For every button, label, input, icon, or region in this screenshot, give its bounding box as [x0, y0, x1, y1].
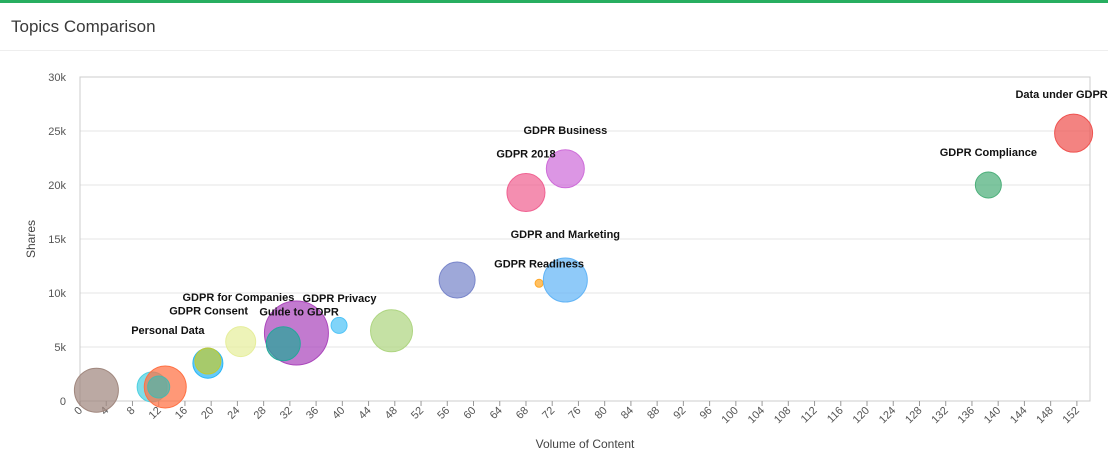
x-tick-label: 48: [383, 405, 400, 422]
x-tick-label: 120: [851, 405, 872, 426]
x-tick-label: 28: [252, 405, 269, 422]
y-axis-title: Shares: [24, 220, 38, 258]
bubbles: [73, 113, 1094, 413]
x-axis-title: Volume of Content: [536, 437, 635, 451]
x-tick-label: 76: [566, 405, 583, 422]
x-tick-label: 32: [278, 405, 295, 422]
bubble-label: GDPR and Marketing: [511, 229, 620, 241]
x-tick-label: 64: [488, 405, 505, 422]
x-tick-label: 108: [772, 405, 793, 426]
bubble[interactable]: [194, 347, 222, 375]
bubble[interactable]: [534, 278, 544, 288]
bubble[interactable]: [1054, 113, 1094, 153]
bubble-label: GDPR Readiness: [494, 258, 584, 270]
x-tick-label: 20: [199, 405, 216, 422]
bubble[interactable]: [73, 367, 119, 413]
bubble[interactable]: [330, 316, 348, 334]
y-tick-label: 20k: [48, 180, 66, 192]
bubble-labels: Personal Data GDPR Consent GDPR for Compan…: [131, 89, 1108, 337]
x-tick-label: 80: [593, 405, 610, 422]
plot-frame: [79, 76, 1091, 402]
x-tick-label: 52: [409, 405, 426, 422]
bubble-label: GDPR 2018: [496, 149, 555, 161]
bubble[interactable]: [506, 173, 546, 213]
x-tick-label: 152: [1061, 405, 1082, 426]
x-tick-label: 124: [877, 405, 898, 426]
bubble[interactable]: [265, 326, 301, 362]
y-tick-label: 15k: [48, 234, 66, 246]
x-tick-label: 112: [799, 405, 820, 426]
x-tick-label: 56: [435, 405, 452, 422]
bubble[interactable]: [370, 309, 414, 353]
bubble[interactable]: [542, 257, 588, 303]
x-tick-label: 116: [825, 405, 846, 426]
x-tick-label: 44: [357, 405, 374, 422]
y-tick-label: 10k: [48, 288, 66, 300]
x-tick-label: 24: [225, 405, 242, 422]
chart-title: Topics Comparison: [11, 16, 156, 36]
y-tick-label: 5k: [54, 342, 66, 354]
x-tick-label: 68: [514, 405, 531, 422]
y-tick-label: 0: [60, 396, 66, 408]
x-tick-label: 16: [173, 405, 190, 422]
bubble[interactable]: [438, 261, 476, 299]
x-tick-label: 128: [903, 405, 924, 426]
x-tick-label: 104: [746, 405, 767, 426]
x-tick-label: 132: [929, 405, 950, 426]
x-tick-label: 92: [671, 405, 688, 422]
bubble-label: GDPR Business: [523, 125, 607, 137]
bubble-label: Personal Data: [131, 325, 205, 337]
x-tick-label: 36: [304, 405, 321, 422]
x-tick-label: 148: [1034, 405, 1055, 426]
x-tick-label: 136: [956, 405, 977, 426]
x-tick-label: 60: [461, 405, 478, 422]
x-tick-label: 8: [125, 405, 138, 418]
x-tick-label: 72: [540, 405, 557, 422]
x-tick-label: 100: [719, 405, 740, 426]
bubble-label: Guide to GDPR: [259, 306, 339, 318]
bubble[interactable]: [147, 375, 171, 399]
x-tick-label: 140: [982, 405, 1003, 426]
bubble-label: Data under GDPR: [1015, 89, 1107, 101]
x-tick-label: 84: [619, 405, 636, 422]
x-tick-label: 144: [1008, 405, 1029, 426]
x-tick-label: 88: [645, 405, 662, 422]
bubble-label: GDPR Compliance: [940, 147, 1037, 159]
x-tick-label: 96: [698, 405, 715, 422]
bubble[interactable]: [225, 326, 257, 358]
bubble-label: GDPR Privacy: [303, 293, 378, 305]
y-tick-label: 25k: [48, 126, 66, 138]
bubble-label: GDPR for Companies: [182, 292, 294, 304]
bubble-label: GDPR Consent: [169, 306, 248, 318]
y-tick-label: 30k: [48, 72, 66, 84]
x-tick-label: 40: [330, 405, 347, 422]
panel-header: Topics Comparison: [0, 3, 1108, 51]
bubble[interactable]: [974, 171, 1002, 199]
bubble[interactable]: [545, 149, 585, 189]
